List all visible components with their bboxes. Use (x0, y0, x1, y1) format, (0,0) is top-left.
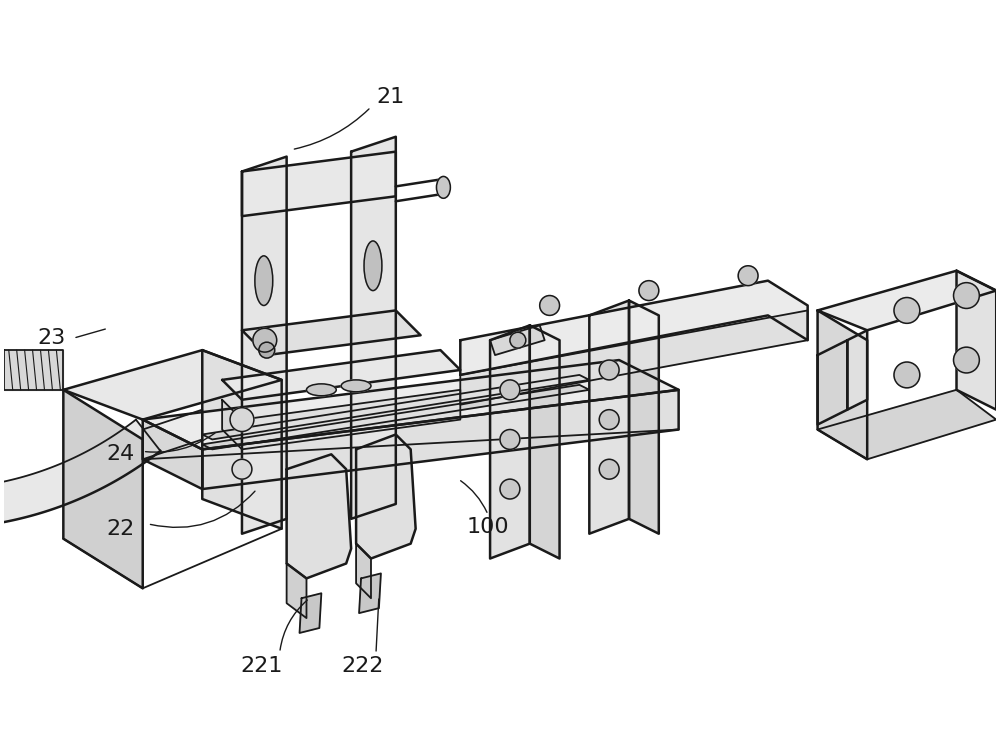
Polygon shape (300, 593, 321, 633)
Circle shape (894, 298, 920, 323)
Polygon shape (0, 419, 160, 528)
Polygon shape (460, 311, 808, 405)
Circle shape (738, 266, 758, 286)
Circle shape (894, 362, 920, 388)
Text: 100: 100 (467, 517, 509, 537)
Polygon shape (589, 301, 629, 534)
Ellipse shape (364, 241, 382, 290)
Polygon shape (490, 325, 530, 559)
Text: 23: 23 (37, 328, 66, 348)
Circle shape (599, 360, 619, 380)
Circle shape (259, 342, 275, 358)
Circle shape (230, 408, 254, 432)
Polygon shape (629, 301, 659, 534)
Circle shape (639, 281, 659, 301)
Polygon shape (222, 399, 242, 449)
Polygon shape (143, 360, 679, 449)
Polygon shape (287, 564, 306, 618)
Circle shape (599, 460, 619, 479)
Polygon shape (530, 325, 560, 559)
Polygon shape (351, 137, 396, 519)
Polygon shape (490, 325, 545, 355)
Polygon shape (143, 419, 202, 489)
Polygon shape (63, 390, 143, 589)
Polygon shape (242, 152, 396, 216)
Circle shape (253, 328, 277, 352)
Polygon shape (957, 270, 996, 410)
Polygon shape (202, 350, 282, 528)
Polygon shape (202, 385, 589, 449)
Circle shape (954, 347, 979, 373)
Polygon shape (356, 544, 371, 598)
Circle shape (232, 460, 252, 479)
Polygon shape (818, 340, 847, 424)
Polygon shape (222, 350, 460, 399)
Circle shape (954, 283, 979, 309)
Circle shape (540, 295, 560, 315)
Polygon shape (287, 454, 351, 578)
Polygon shape (818, 270, 996, 331)
Polygon shape (847, 331, 867, 410)
Circle shape (500, 479, 520, 499)
Polygon shape (242, 390, 460, 449)
Polygon shape (4, 350, 63, 390)
Polygon shape (63, 350, 282, 419)
Circle shape (500, 430, 520, 449)
Ellipse shape (255, 256, 273, 306)
Text: 21: 21 (377, 87, 405, 107)
Polygon shape (359, 573, 381, 613)
Ellipse shape (341, 380, 371, 392)
Circle shape (599, 410, 619, 430)
Polygon shape (242, 311, 421, 355)
Text: 222: 222 (342, 656, 384, 676)
Circle shape (510, 332, 526, 348)
Text: 24: 24 (107, 444, 135, 464)
Circle shape (500, 380, 520, 399)
Ellipse shape (436, 177, 450, 199)
Text: 22: 22 (107, 519, 135, 539)
Polygon shape (202, 375, 589, 440)
Text: 221: 221 (241, 656, 283, 676)
Polygon shape (460, 281, 808, 375)
Polygon shape (143, 410, 202, 460)
Ellipse shape (306, 384, 336, 396)
Polygon shape (202, 390, 679, 489)
Polygon shape (818, 311, 867, 460)
Polygon shape (818, 390, 996, 460)
Polygon shape (242, 157, 287, 534)
Polygon shape (356, 435, 416, 559)
